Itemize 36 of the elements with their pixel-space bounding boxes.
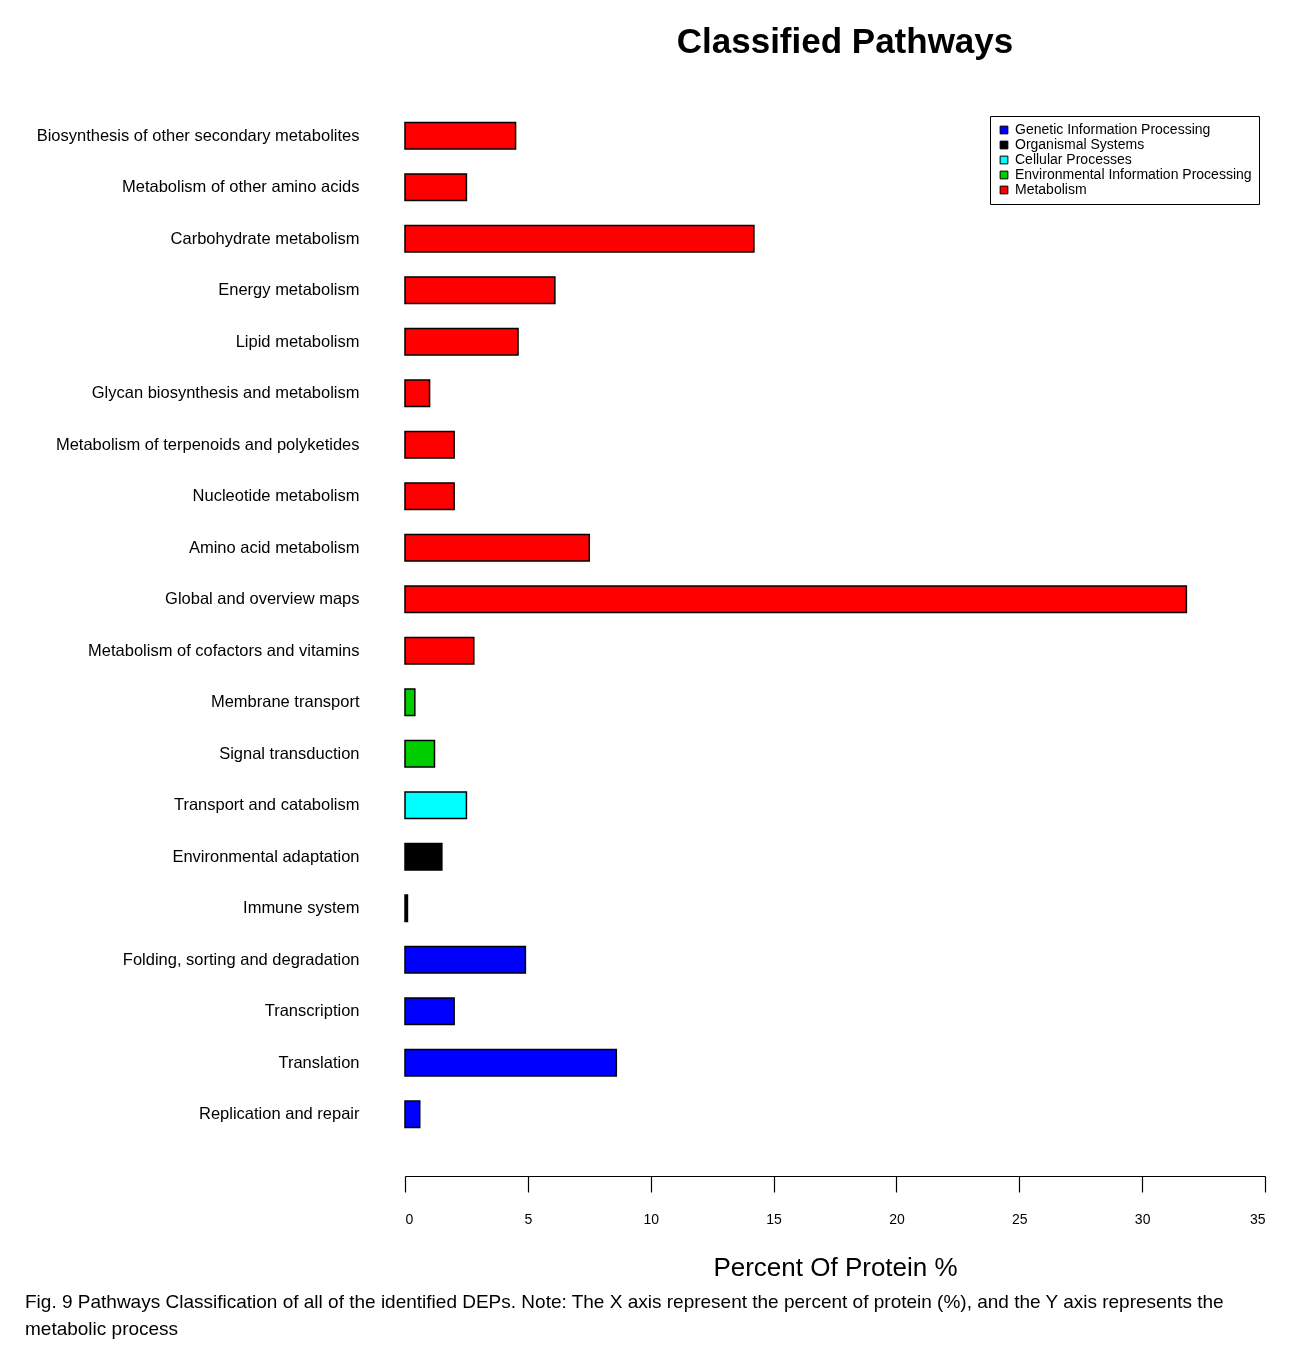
y-tick-label: Amino acid metabolism (188, 537, 360, 556)
y-tick-label: Transport and catabolism (173, 795, 360, 814)
x-tick-label: 35 (1249, 1210, 1266, 1227)
y-tick-label: Biosynthesis of other secondary metabolites (36, 125, 360, 144)
y-tick-label: Translation (278, 1052, 360, 1071)
legend-label: Metabolism (1015, 181, 1087, 197)
y-tick-label: Carbohydrate metabolism (170, 228, 360, 247)
caption: Fig. 9 Pathways Classification of all of the identified DEPs. Note: The X axis represent the percent of protein (%), and the Y axis represents the metabolic process (25, 1291, 1224, 1339)
legend-label: Cellular Processes (1015, 151, 1132, 167)
y-tick-label: Transcription (264, 1001, 360, 1020)
legend-label: Organismal Systems (1015, 136, 1145, 152)
y-tick-label: Immune system (243, 898, 360, 917)
x-axis-title: Percent Of Protein % (713, 1251, 958, 1282)
x-tick-label: 0 (405, 1210, 414, 1227)
x-tick-label: 15 (766, 1210, 783, 1227)
x-tick-label: 20 (889, 1210, 905, 1227)
x-tick-label: 5 (524, 1210, 533, 1227)
legend-label: Environmental Information Processing (1015, 166, 1252, 182)
y-tick-label: Energy metabolism (218, 280, 360, 299)
legend-label: Genetic Information Processing (1015, 121, 1211, 137)
y-tick-label: Global and overview maps (165, 589, 360, 608)
y-tick-label: Replication and repair (198, 1104, 360, 1123)
y-tick-label: Membrane transport (210, 692, 360, 711)
y-tick-label: Environmental adaptation (172, 846, 360, 865)
y-tick-label: Metabolism of cofactors and vitamins (88, 640, 360, 659)
y-tick-label: Metabolism of other amino acids (121, 177, 360, 196)
y-tick-label: Signal transduction (219, 743, 360, 762)
y-tick-label: Folding, sorting and degradation (122, 949, 360, 968)
y-tick-label: Nucleotide metabolism (192, 486, 360, 505)
y-tick-label: Metabolism of terpenoids and polyketides (55, 434, 360, 453)
x-tick-label: 30 (1134, 1210, 1151, 1227)
y-tick-label: Lipid metabolism (235, 331, 360, 350)
x-tick-label: 25 (1012, 1210, 1028, 1227)
chart-title: Classified Pathways (676, 21, 1014, 60)
x-tick-label: 10 (643, 1210, 660, 1227)
y-tick-label: Glycan biosynthesis and metabolism (91, 383, 360, 402)
